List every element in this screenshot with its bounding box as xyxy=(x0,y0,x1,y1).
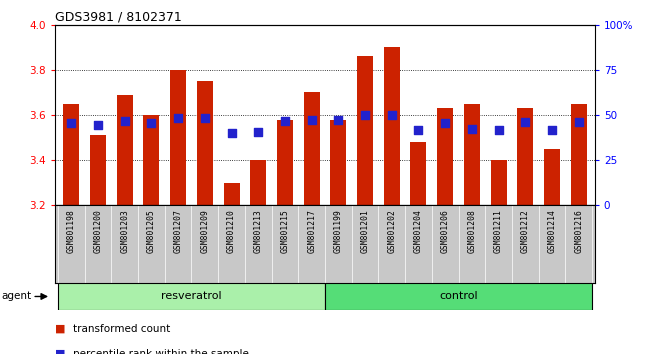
Point xyxy=(333,117,344,123)
Point xyxy=(360,112,370,118)
Text: GSM801216: GSM801216 xyxy=(574,209,583,253)
Text: resveratrol: resveratrol xyxy=(161,291,222,302)
Point xyxy=(413,127,424,132)
Point xyxy=(66,120,77,126)
Text: GSM801210: GSM801210 xyxy=(227,209,236,253)
Point xyxy=(120,118,130,124)
Text: GSM801209: GSM801209 xyxy=(200,209,209,253)
Point xyxy=(387,112,397,118)
Text: GSM801199: GSM801199 xyxy=(334,209,343,253)
Bar xyxy=(224,183,240,205)
Bar xyxy=(197,81,213,205)
Point xyxy=(440,120,450,126)
Bar xyxy=(250,160,266,205)
Text: GSM801211: GSM801211 xyxy=(494,209,503,253)
Point xyxy=(467,126,477,131)
Text: GDS3981 / 8102371: GDS3981 / 8102371 xyxy=(55,11,182,24)
Text: GSM801213: GSM801213 xyxy=(254,209,263,253)
Bar xyxy=(144,115,159,205)
Bar xyxy=(304,92,320,205)
Text: GSM801202: GSM801202 xyxy=(387,209,396,253)
Text: GSM801207: GSM801207 xyxy=(174,209,183,253)
Bar xyxy=(410,142,426,205)
Point xyxy=(200,116,210,121)
Bar xyxy=(571,104,587,205)
Bar xyxy=(58,283,325,310)
Bar xyxy=(117,95,133,205)
Text: control: control xyxy=(439,291,478,302)
Text: GSM801206: GSM801206 xyxy=(441,209,450,253)
Text: GSM801215: GSM801215 xyxy=(280,209,289,253)
Text: GSM801200: GSM801200 xyxy=(94,209,103,253)
Text: GSM801214: GSM801214 xyxy=(547,209,556,253)
Text: agent: agent xyxy=(1,291,31,302)
Point xyxy=(520,119,530,125)
Text: ■: ■ xyxy=(55,324,66,334)
Bar xyxy=(63,104,79,205)
Bar xyxy=(90,135,106,205)
Point xyxy=(573,119,584,125)
Point xyxy=(306,117,317,122)
Bar xyxy=(330,120,346,205)
Bar xyxy=(384,47,400,205)
Bar xyxy=(170,70,186,205)
Point xyxy=(146,120,157,126)
Text: percentile rank within the sample: percentile rank within the sample xyxy=(73,349,250,354)
Point xyxy=(493,127,504,132)
Bar xyxy=(357,56,373,205)
Text: GSM801203: GSM801203 xyxy=(120,209,129,253)
Point xyxy=(173,116,183,121)
Point xyxy=(280,118,290,124)
Bar xyxy=(491,160,506,205)
Bar xyxy=(544,149,560,205)
Point xyxy=(226,130,237,136)
Bar xyxy=(464,104,480,205)
Point xyxy=(93,122,103,128)
Point xyxy=(253,129,263,135)
Text: GSM801201: GSM801201 xyxy=(361,209,370,253)
Text: GSM801205: GSM801205 xyxy=(147,209,156,253)
Text: ■: ■ xyxy=(55,349,66,354)
Bar xyxy=(277,120,293,205)
Text: transformed count: transformed count xyxy=(73,324,171,334)
Bar xyxy=(437,108,453,205)
Text: GSM801204: GSM801204 xyxy=(414,209,423,253)
Point xyxy=(547,127,557,132)
Text: GSM801212: GSM801212 xyxy=(521,209,530,253)
Text: GSM801217: GSM801217 xyxy=(307,209,316,253)
Text: GSM801198: GSM801198 xyxy=(67,209,76,253)
Text: GSM801208: GSM801208 xyxy=(467,209,476,253)
Bar xyxy=(325,283,592,310)
Bar xyxy=(517,108,533,205)
